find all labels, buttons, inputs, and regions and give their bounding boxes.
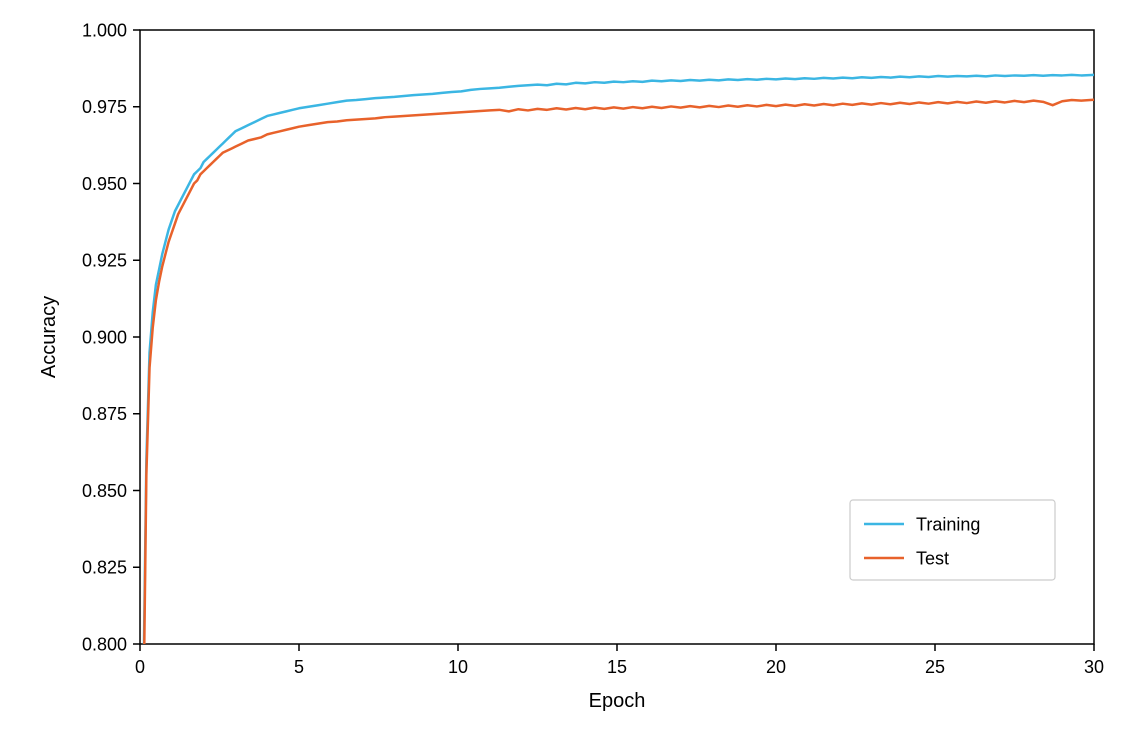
ytick-label: 0.850 xyxy=(82,481,127,501)
chart-svg: 0 5 10 15 20 25 30 0.800 0.825 0.850 0.875 0.900 0.9… xyxy=(0,0,1124,739)
xtick-label: 10 xyxy=(448,657,468,677)
accuracy-chart: 0 5 10 15 20 25 30 0.800 0.825 0.850 0.875 0.900 0.9… xyxy=(0,0,1124,739)
legend: Training Test xyxy=(850,500,1055,580)
legend-box xyxy=(850,500,1055,580)
xtick-label: 5 xyxy=(294,657,304,677)
legend-label-test: Test xyxy=(916,548,949,568)
legend-label-training: Training xyxy=(916,514,980,534)
ytick-label: 0.975 xyxy=(82,97,127,117)
ytick-label: 0.900 xyxy=(82,327,127,347)
ytick-label: 0.925 xyxy=(82,251,127,271)
ytick-label: 1.000 xyxy=(82,20,127,40)
chart-background xyxy=(0,0,1124,739)
ylabel: Accuracy xyxy=(38,296,60,378)
xtick-label: 30 xyxy=(1084,657,1104,677)
xlabel: Epoch xyxy=(589,690,646,712)
ytick-label: 0.950 xyxy=(82,174,127,194)
xtick-label: 25 xyxy=(925,657,945,677)
ytick-label: 0.825 xyxy=(82,558,127,578)
xtick-label: 20 xyxy=(766,657,786,677)
xtick-label: 15 xyxy=(607,657,627,677)
xtick-label: 0 xyxy=(135,657,145,677)
ytick-label: 0.875 xyxy=(82,404,127,424)
ytick-label: 0.800 xyxy=(82,634,127,654)
